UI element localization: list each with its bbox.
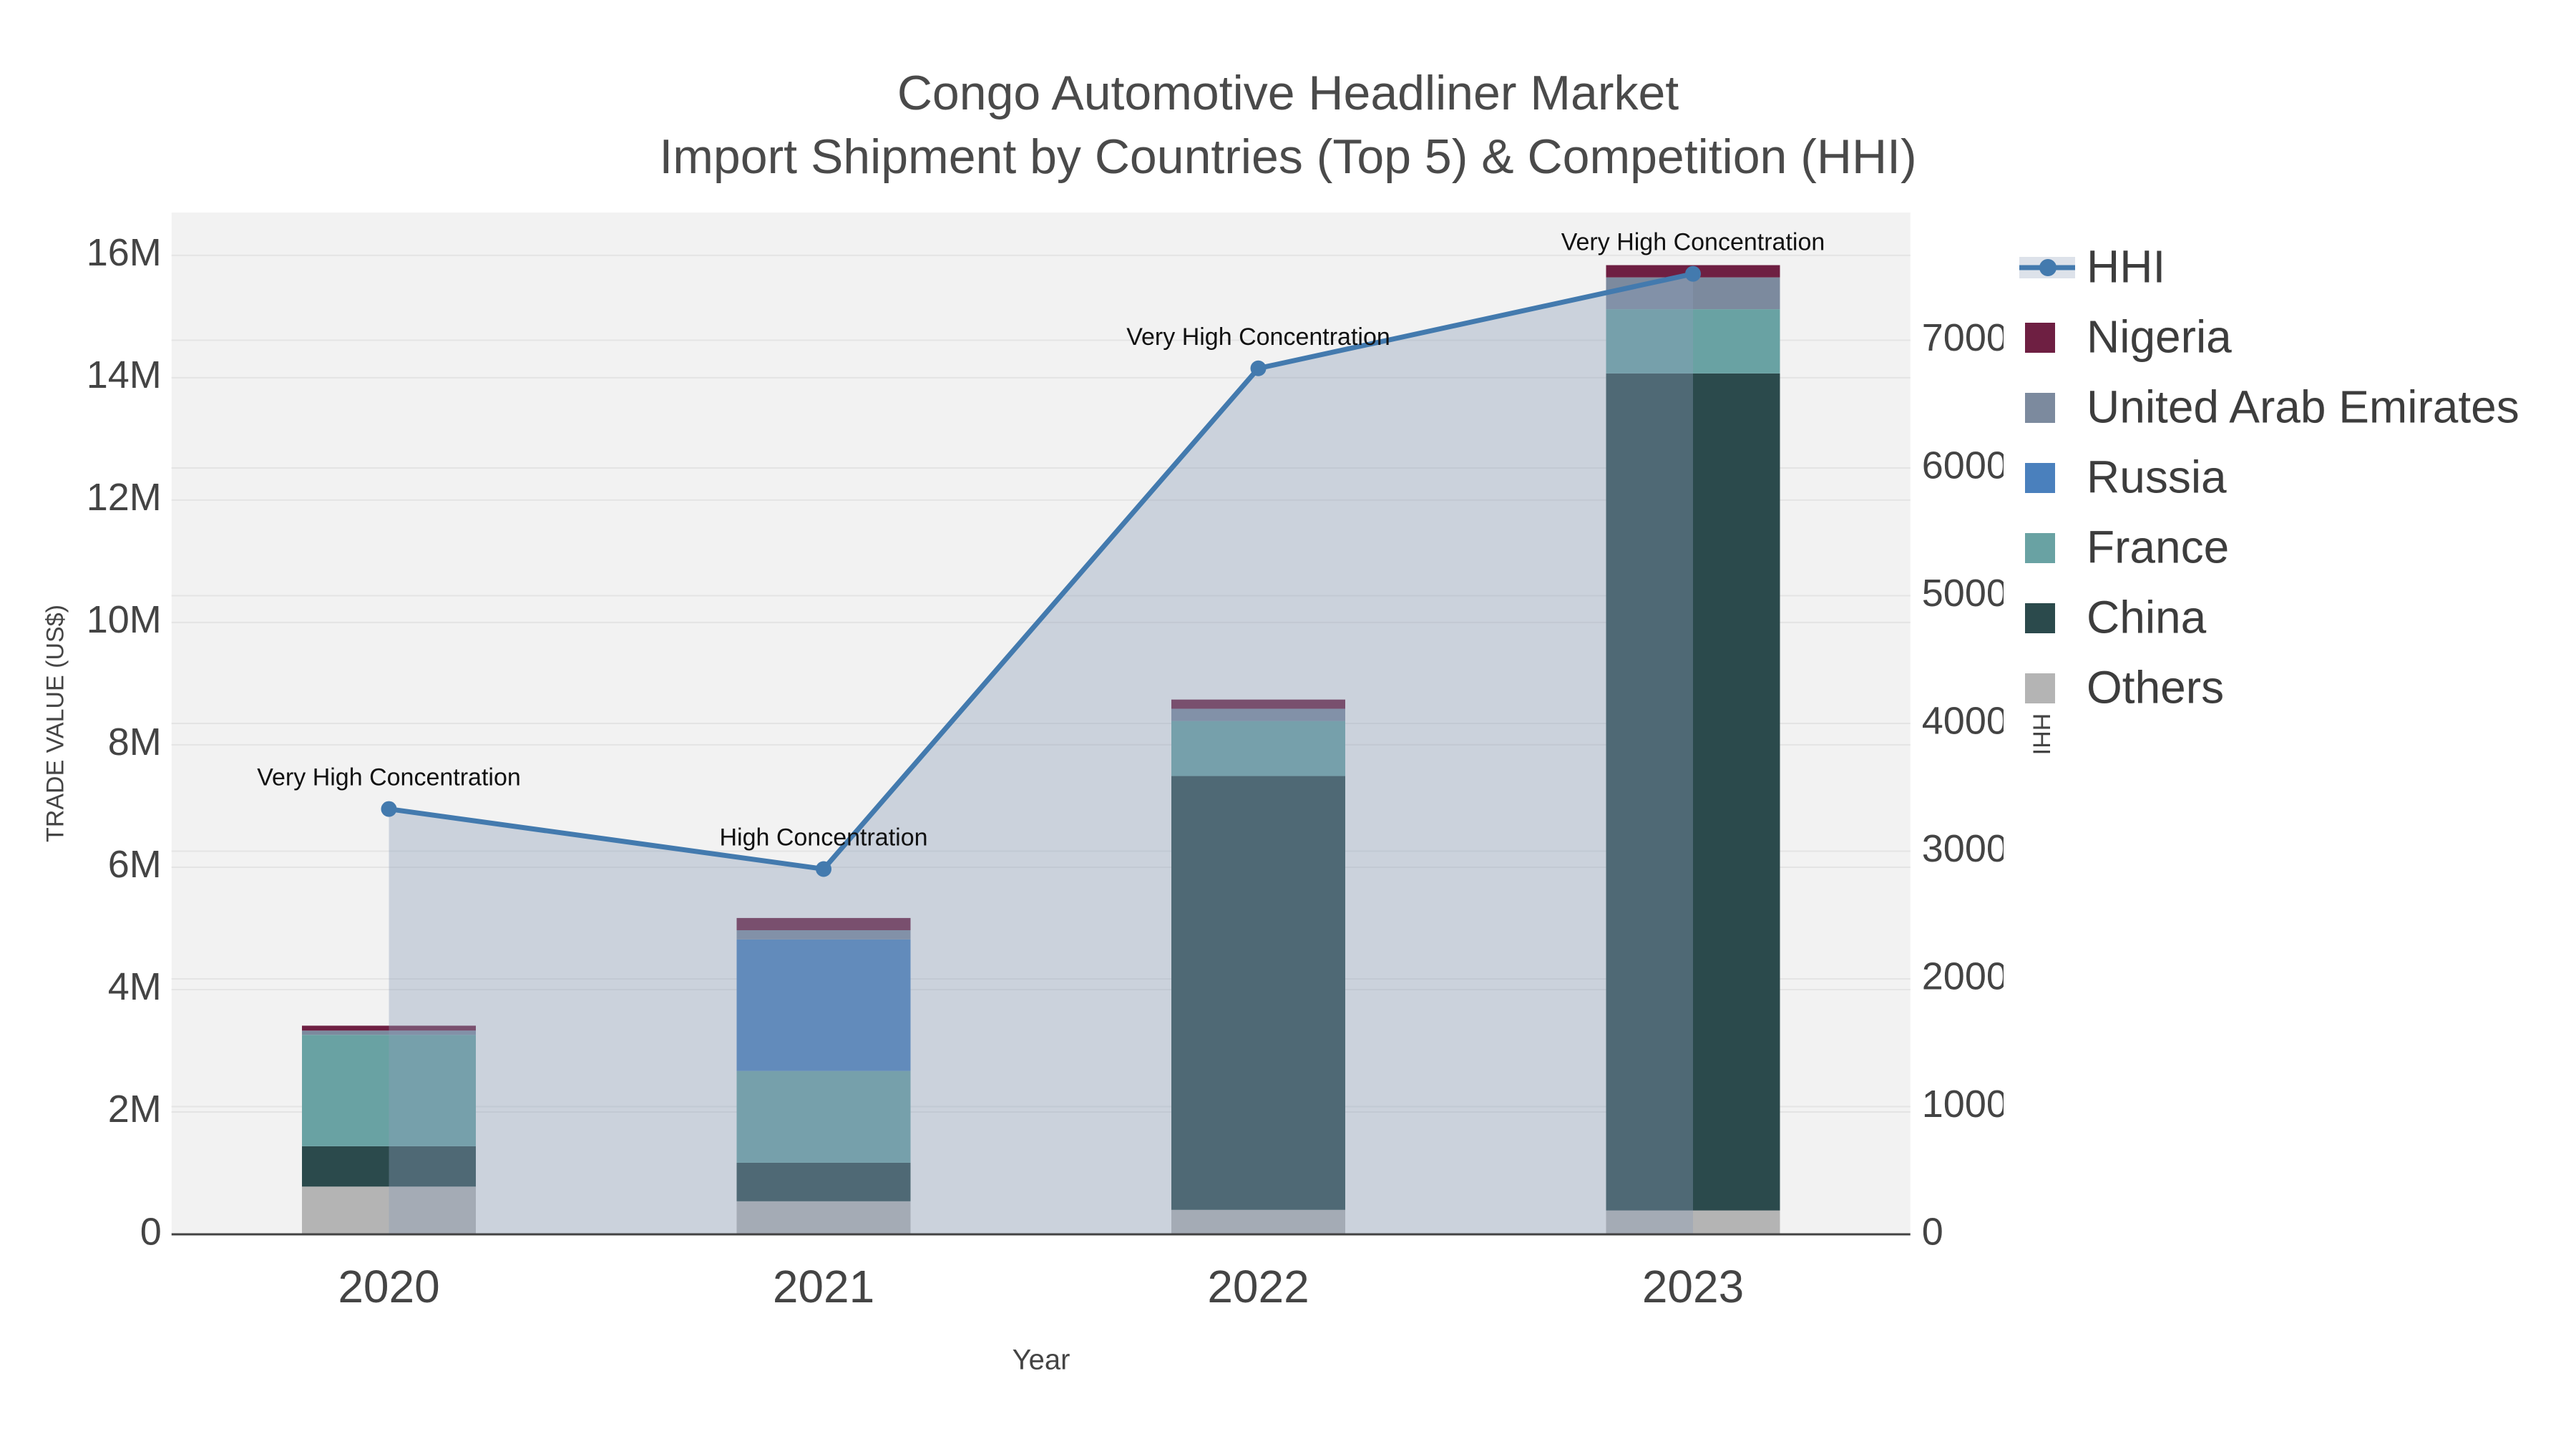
- y-tick-label-left-6M: 6M: [108, 843, 162, 886]
- annotation-2022: Very High Concentration: [1126, 323, 1390, 351]
- hhi-area-fill: [389, 273, 1693, 1235]
- y-tick-label-right-4000: 4000: [1922, 699, 2008, 742]
- y-tick-label-left-12M: 12M: [87, 476, 162, 519]
- y-tick-label-right-1000: 1000: [1922, 1083, 2008, 1126]
- y-tick-label-right-5000: 5000: [1922, 572, 2008, 615]
- legend-swatch-icon: [2025, 673, 2055, 703]
- y-tick-label-right-3000: 3000: [1922, 827, 2008, 870]
- y-tick-label-right-0: 0: [1922, 1210, 1943, 1253]
- y-tick-label-left-4M: 4M: [108, 965, 162, 1008]
- legend-label: France: [2087, 521, 2230, 573]
- y-tick-label-right-6000: 6000: [1922, 444, 2008, 487]
- y-tick-label-right-7000: 7000: [1922, 316, 2008, 359]
- bar-segment-china-2023[interactable]: [1606, 373, 1780, 1211]
- y-right-tick-labels: 0 1000 2000 3000 4000 5000 6000 7000: [1922, 316, 2008, 1254]
- x-tick-label-2020[interactable]: 2020: [338, 1261, 439, 1312]
- legend-label: Nigeria: [2087, 311, 2232, 363]
- legend-label: China: [2087, 591, 2207, 643]
- chart-title-line2: Import Shipment by Countries (Top 5) & C…: [659, 130, 1917, 184]
- bar-segment-others-2022[interactable]: [1171, 1209, 1345, 1234]
- hhi-marker-2022[interactable]: [1250, 360, 1267, 376]
- chart-title-line1: Congo Automotive Headliner Market: [897, 66, 1679, 120]
- bar-segment-nigeria-2021[interactable]: [736, 917, 911, 931]
- bar-segment-united-arab-emirates-2023[interactable]: [1606, 277, 1780, 310]
- bar-segment-united-arab-emirates-2022[interactable]: [1171, 708, 1345, 721]
- bar-segment-russia-2021[interactable]: [736, 939, 911, 1071]
- bar-segment-france-2021[interactable]: [736, 1070, 911, 1163]
- bar-segment-china-2021[interactable]: [736, 1162, 911, 1201]
- y-tick-label-left-8M: 8M: [108, 721, 162, 763]
- y-tick-label-left-10M: 10M: [87, 598, 162, 641]
- bar-segment-china-2020[interactable]: [302, 1146, 476, 1187]
- bar-segment-united-arab-emirates-2020[interactable]: [302, 1030, 476, 1035]
- bar-segment-nigeria-2020[interactable]: [302, 1025, 476, 1031]
- bar-segment-others-2020[interactable]: [302, 1186, 476, 1234]
- bar-segment-others-2023[interactable]: [1606, 1210, 1780, 1234]
- legend-label: United Arab Emirates: [2087, 381, 2519, 433]
- y-axis-title-right: HHI: [2027, 713, 2055, 756]
- legend-label: Russia: [2087, 451, 2227, 503]
- bar-segment-united-arab-emirates-2021[interactable]: [736, 930, 911, 940]
- x-tick-label-2022[interactable]: 2022: [1207, 1261, 1309, 1312]
- bar-segment-france-2020[interactable]: [302, 1035, 476, 1146]
- legend-label: Others: [2087, 661, 2225, 713]
- y-tick-label-left-0: 0: [140, 1210, 162, 1253]
- x-axis-title: Year: [1012, 1344, 1070, 1376]
- hhi-line: [389, 271, 1694, 872]
- legend-swatch-icon: [2025, 603, 2055, 633]
- annotation-2023: Very High Concentration: [1561, 229, 1825, 256]
- legend-label: HHI: [2087, 240, 2166, 293]
- hhi-marker-2023[interactable]: [1685, 265, 1701, 282]
- y-tick-label-left-2M: 2M: [108, 1088, 162, 1131]
- legend-swatch-icon: [2025, 533, 2055, 563]
- legend-hhi-marker-icon: [2039, 259, 2057, 276]
- y-tick-label-left-16M: 16M: [87, 231, 162, 274]
- x-tick-label-2023[interactable]: 2023: [1642, 1261, 1744, 1312]
- annotation-2020: Very High Concentration: [257, 764, 521, 791]
- x-tick-label-2021[interactable]: 2021: [773, 1261, 874, 1312]
- legend-swatch-icon: [2025, 323, 2055, 353]
- legend-swatch-icon: [2025, 393, 2055, 423]
- bar-segment-france-2023[interactable]: [1606, 309, 1780, 374]
- annotation-2021: High Concentration: [719, 824, 927, 851]
- bar-segment-china-2022[interactable]: [1171, 776, 1345, 1210]
- bar-segment-others-2021[interactable]: [736, 1201, 911, 1234]
- y-axis-title-left: TRADE VALUE (US$): [42, 605, 69, 842]
- legend-swatch-icon: [2025, 463, 2055, 493]
- hhi-marker-2021[interactable]: [816, 861, 831, 877]
- bar-segment-nigeria-2022[interactable]: [1171, 699, 1345, 709]
- hhi-marker-2020[interactable]: [381, 801, 397, 817]
- y-tick-label-right-2000: 2000: [1922, 955, 2008, 997]
- y-tick-label-left-14M: 14M: [87, 353, 162, 396]
- bar-segment-france-2022[interactable]: [1171, 721, 1345, 776]
